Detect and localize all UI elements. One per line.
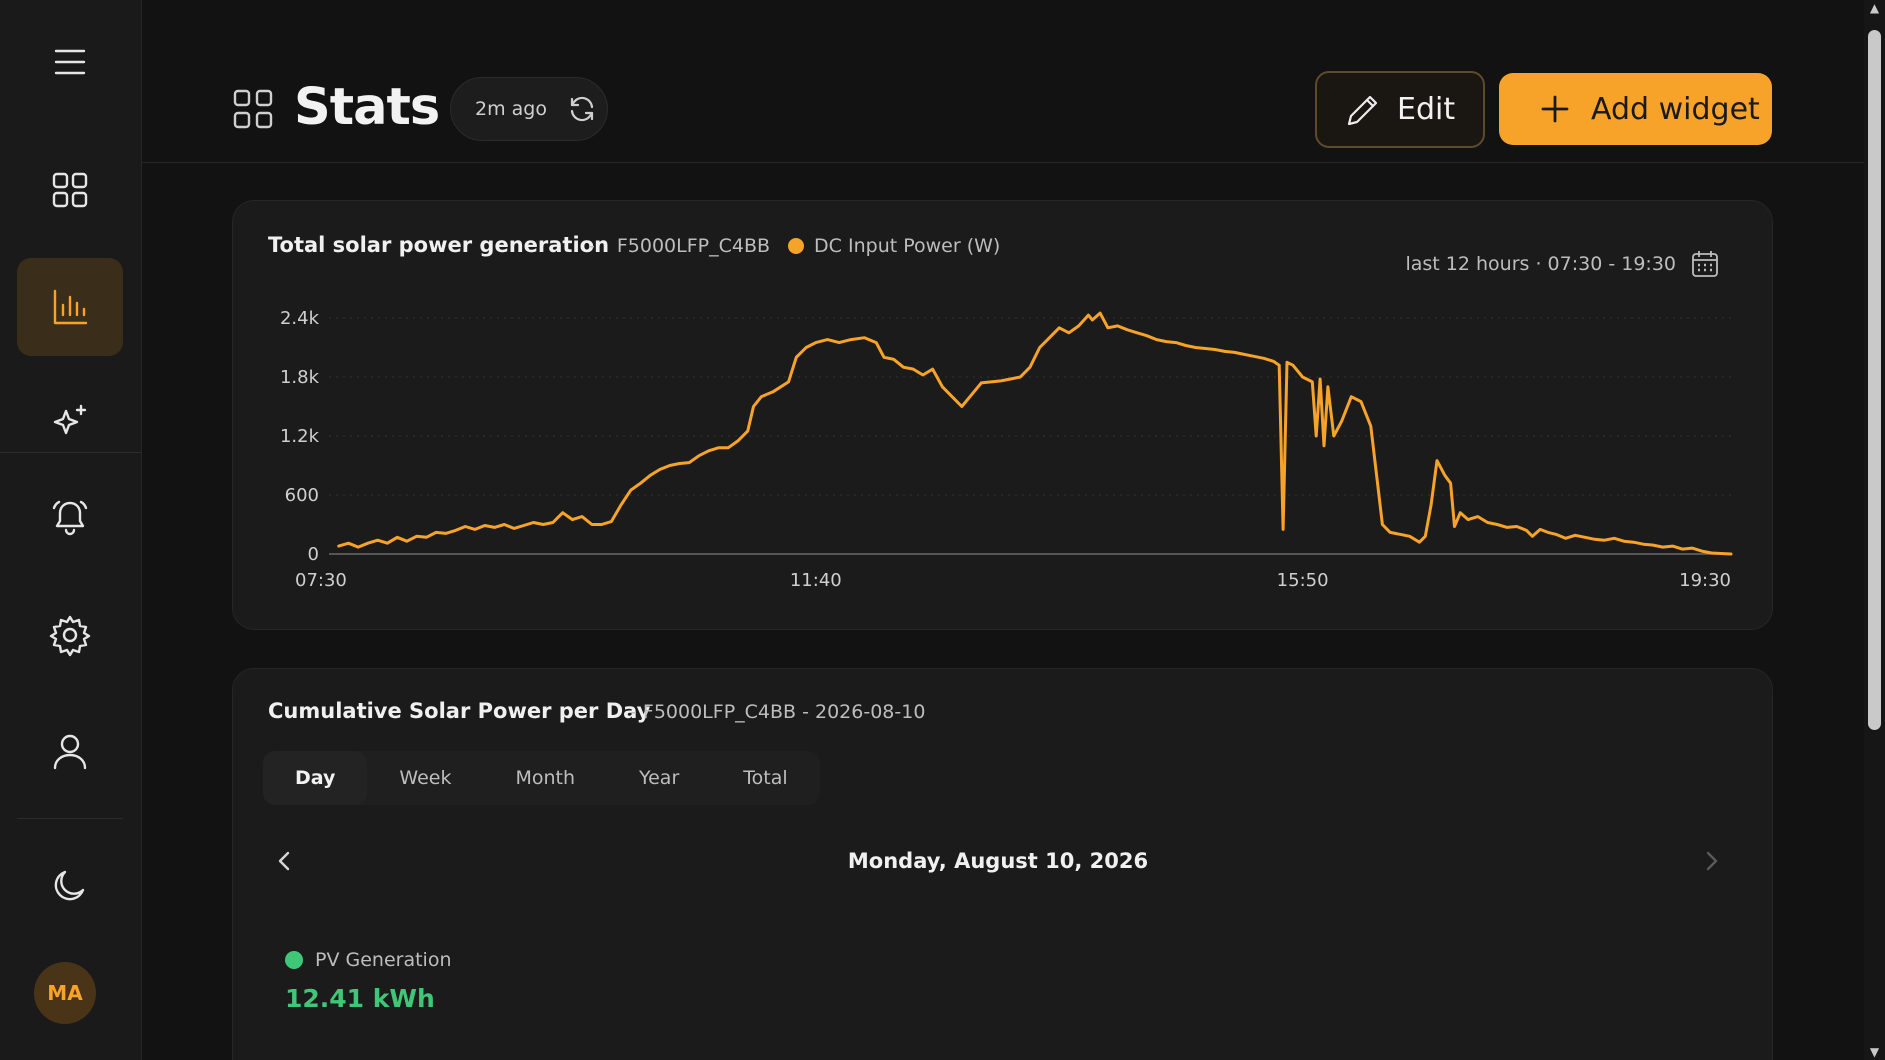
menu-button[interactable] <box>17 13 123 111</box>
pv-legend: PV Generation <box>285 949 452 971</box>
plus-icon <box>1541 95 1569 123</box>
edit-button-label: Edit <box>1397 92 1456 127</box>
y-tick-label: 1.2k <box>280 426 320 447</box>
sidebar-item-profile[interactable] <box>17 702 123 800</box>
calendar-icon <box>1692 251 1718 277</box>
avatar[interactable]: MA <box>34 962 96 1024</box>
tab-month[interactable]: Month <box>515 767 576 789</box>
sidebar-item-dashboard[interactable] <box>17 141 123 239</box>
device-name: F5000LFP_C4BB <box>616 235 771 257</box>
sidebar-divider <box>17 818 123 819</box>
time-range-label: last 12 hours · 07:30 - 19:30 <box>1405 253 1676 275</box>
page-header: Stats 2m ago Edit Add widget <box>142 0 1864 163</box>
chevron-left-icon <box>278 851 290 871</box>
x-tick-label: 19:30 <box>1679 570 1731 591</box>
power-line-chart: 0 600 1.2k 1.8k 2.4k 07:30 11:40 15:50 19:30 <box>280 308 1733 591</box>
series-line-dc-input-power <box>337 311 1733 556</box>
chevron-right-icon <box>1706 851 1718 871</box>
cumulative-solar-widget: Cumulative Solar Power per Day - F5000LF… <box>232 668 1773 1060</box>
sidebar: MA <box>0 0 142 1060</box>
scroll-up-arrow[interactable]: ▲ <box>1869 1 1880 15</box>
sidebar-item-stats[interactable] <box>17 258 123 356</box>
bell-icon <box>52 500 88 536</box>
tab-day[interactable]: Day <box>263 751 368 805</box>
y-tick-label: 2.4k <box>280 308 320 329</box>
previous-day-button[interactable] <box>263 839 307 883</box>
refresh-button[interactable]: 2m ago <box>450 77 608 141</box>
legend-dot <box>788 238 805 254</box>
widget-title: Total solar power generation <box>268 233 610 257</box>
legend-dot <box>285 951 303 969</box>
sidebar-item-alerts[interactable] <box>17 469 123 567</box>
period-tabs: Day Week Month Year Total <box>263 751 820 805</box>
solar-power-widget: Total solar power generation - F5000LFP_… <box>232 200 1773 630</box>
tab-total[interactable]: Total <box>743 767 788 789</box>
sidebar-item-ai[interactable] <box>17 374 123 472</box>
widget-title: Cumulative Solar Power per Day <box>268 699 651 723</box>
y-tick-label: 1.8k <box>280 367 320 388</box>
user-icon <box>53 734 87 770</box>
widgets-icon <box>232 88 274 130</box>
pv-generation-value: 12.41 kWh <box>285 984 435 1013</box>
x-tick-label: 11:40 <box>790 570 842 591</box>
scrollbar-thumb[interactable] <box>1868 30 1881 730</box>
y-tick-label: 0 <box>308 544 319 565</box>
edit-button[interactable]: Edit <box>1315 71 1485 148</box>
current-date-label: Monday, August 10, 2026 <box>847 849 1149 873</box>
sparkles-icon <box>53 404 87 435</box>
scroll-down-arrow[interactable]: ▼ <box>1869 1045 1880 1059</box>
add-widget-button[interactable]: Add widget <box>1499 73 1772 145</box>
last-updated-text: 2m ago <box>475 98 547 120</box>
legend-label: DC Input Power (W) <box>814 235 1001 257</box>
tab-week[interactable]: Week <box>399 767 452 789</box>
add-widget-label: Add widget <box>1591 91 1760 127</box>
tab-year[interactable]: Year <box>639 767 680 789</box>
time-range-picker[interactable]: last 12 hours · 07:30 - 19:30 <box>1405 249 1720 279</box>
stats-icon <box>53 289 88 325</box>
next-day-button[interactable] <box>1689 839 1733 883</box>
x-tick-label: 07:30 <box>295 570 347 591</box>
sidebar-item-settings[interactable] <box>17 586 123 684</box>
legend-label: PV Generation <box>315 949 452 971</box>
moon-icon <box>54 870 85 901</box>
scrollbar[interactable]: ▲ ▼ <box>1864 0 1885 1060</box>
settings-icon <box>49 615 91 657</box>
refresh-icon <box>570 96 594 122</box>
dashboard-icon <box>52 172 88 208</box>
page-title: Stats <box>294 78 440 137</box>
title-separator: - <box>588 235 595 257</box>
theme-toggle-button[interactable] <box>17 836 123 934</box>
pencil-icon <box>1347 95 1378 125</box>
widget-subtitle: - F5000LFP_C4BB DC Input Power (W) <box>588 235 1000 257</box>
sidebar-divider <box>0 452 142 453</box>
widget-subtitle: - F5000LFP_C4BB - 2026-08-10 <box>630 701 926 723</box>
y-tick-label: 600 <box>285 485 319 506</box>
menu-icon <box>54 49 86 75</box>
date-navigator: Monday, August 10, 2026 <box>263 839 1733 883</box>
x-tick-label: 15:50 <box>1277 570 1329 591</box>
